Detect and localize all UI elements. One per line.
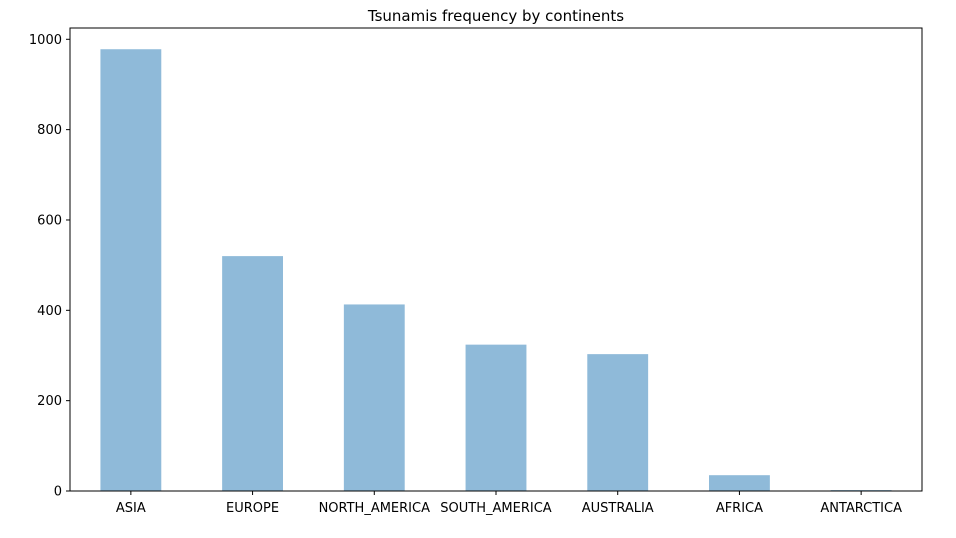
bar-europe bbox=[222, 256, 283, 491]
y-tick-label: 0 bbox=[54, 485, 62, 500]
y-tick-label: 800 bbox=[37, 123, 62, 138]
y-tick-label: 200 bbox=[37, 394, 62, 409]
bar-asia bbox=[100, 49, 162, 491]
y-tick-label: 1000 bbox=[29, 33, 62, 48]
plot-frame bbox=[69, 27, 923, 492]
x-tick-label: AFRICA bbox=[716, 501, 763, 516]
bars bbox=[100, 49, 892, 491]
x-tick-label: ASIA bbox=[116, 501, 146, 516]
bar-south-america bbox=[465, 344, 527, 491]
x-tick-label: AUSTRALIA bbox=[582, 501, 654, 516]
chart-title: Tsunamis frequency by continents bbox=[367, 7, 624, 25]
x-tick-label: NORTH_AMERICA bbox=[319, 501, 431, 516]
y-axis: 0 200 400 600 800 1000 bbox=[29, 33, 70, 500]
bar-north-america bbox=[343, 304, 405, 491]
y-tick-label: 400 bbox=[37, 304, 62, 319]
bar-africa bbox=[709, 475, 770, 491]
x-tick-label: EUROPE bbox=[226, 501, 279, 516]
x-tick-label: SOUTH_AMERICA bbox=[440, 501, 551, 516]
y-tick-label: 600 bbox=[37, 213, 62, 228]
bar-australia bbox=[587, 354, 649, 491]
x-axis: ASIA EUROPE NORTH_AMERICA SOUTH_AMERICA AUST… bbox=[116, 491, 902, 516]
x-tick-label: ANTARCTICA bbox=[820, 501, 902, 516]
